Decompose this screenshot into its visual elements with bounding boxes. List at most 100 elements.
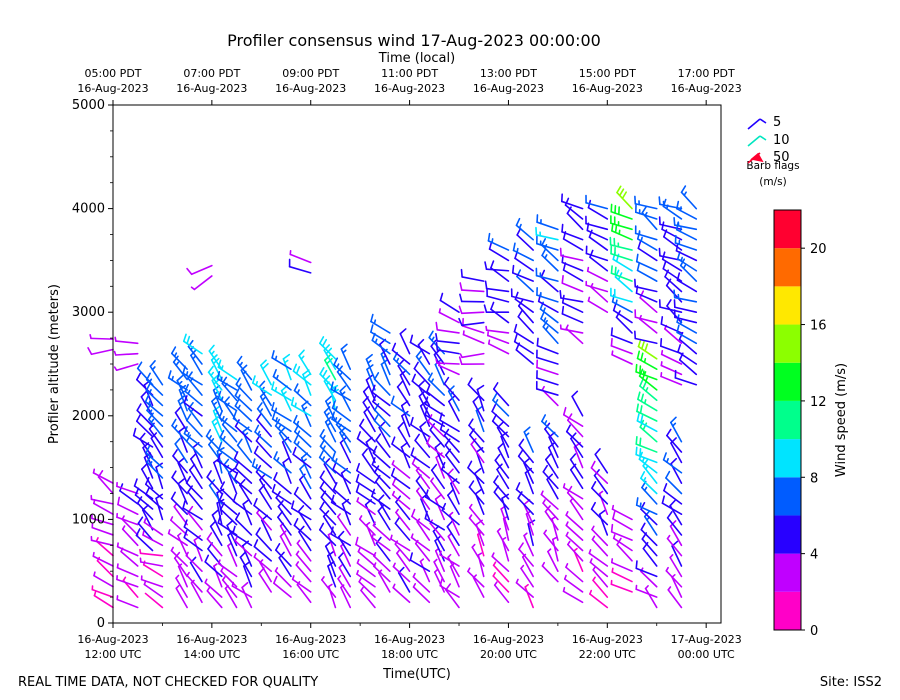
barb-full-tick [260, 359, 267, 367]
barb-shaft [273, 582, 292, 598]
barb-full-tick [117, 496, 121, 506]
barb-half-tick [356, 558, 360, 564]
barb-shaft [234, 467, 253, 484]
barb-shaft [362, 390, 376, 412]
barb-shaft [226, 524, 238, 547]
barb-shaft [142, 564, 164, 578]
wind-barb [372, 521, 391, 541]
barb-shaft [436, 328, 460, 334]
barb-shaft [256, 512, 272, 531]
barb-shaft [291, 578, 312, 593]
top-tick-time: 17:00 PDT [678, 67, 735, 80]
barb-full-tick [410, 416, 414, 426]
barb-full-tick [666, 428, 672, 437]
wind-barb [665, 566, 683, 588]
barb-shaft [213, 461, 223, 484]
top-tick-time: 07:00 PDT [183, 67, 240, 80]
barb-full-tick [411, 508, 416, 518]
wind-barb [542, 319, 559, 345]
barb-shaft [439, 419, 460, 433]
barb-shaft [485, 329, 510, 334]
barb-half-tick [185, 551, 189, 557]
barb-shaft [253, 556, 272, 573]
x-tick-time: 22:00 UTC [579, 648, 636, 661]
barb-shaft [188, 469, 203, 490]
barb-shaft [377, 510, 391, 531]
wind-barb [412, 582, 431, 604]
barb-shaft [515, 349, 534, 365]
barb-full-tick [621, 191, 628, 200]
wind-barb [640, 471, 658, 495]
barb-full-tick [258, 380, 266, 388]
wind-barb [89, 334, 114, 340]
barb-full-tick [430, 339, 437, 348]
legend-shaft [747, 118, 761, 130]
barb-full-tick [235, 512, 241, 521]
wind-barb [356, 558, 376, 578]
barb-shaft [467, 383, 485, 402]
wind-barb [589, 249, 609, 272]
wind-barb [667, 586, 683, 609]
wind-barb [616, 185, 633, 210]
wind-barb [355, 536, 376, 557]
barb-half-tick [485, 325, 488, 331]
barb-half-tick [328, 583, 333, 588]
wind-barb [271, 401, 292, 422]
barb-half-tick [392, 583, 396, 589]
barb-full-tick [670, 457, 678, 465]
barb-full-tick [365, 353, 373, 361]
barb-shaft [492, 388, 510, 407]
barb-half-tick [175, 584, 180, 590]
barb-half-tick [418, 356, 422, 361]
barb-full-tick [559, 289, 562, 299]
footer-quality-note: REAL TIME DATA, NOT CHECKED FOR QUALITY [18, 675, 318, 690]
barb-full-tick [512, 242, 516, 252]
barb-full-tick [322, 510, 330, 518]
barb-full-tick [177, 478, 185, 485]
barb-shaft [371, 536, 391, 552]
barb-half-tick [210, 371, 215, 377]
barb-half-tick [217, 559, 221, 565]
barb-shaft [497, 447, 510, 469]
barb-half-tick [234, 536, 238, 542]
barb-shaft [642, 547, 658, 567]
barb-half-tick [679, 227, 682, 233]
barb-shaft [416, 521, 431, 541]
barb-full-tick [434, 442, 442, 449]
barb-shaft [447, 494, 460, 516]
barb-shaft [491, 410, 510, 427]
barb-half-tick [213, 422, 218, 427]
wind-barb [140, 575, 164, 588]
barb-shaft [143, 583, 164, 598]
barb-shaft [258, 572, 272, 593]
barb-shaft [543, 532, 559, 552]
wind-barb [375, 433, 391, 459]
wind-barb [610, 287, 633, 303]
barb-shaft [372, 452, 391, 469]
barb-half-tick [222, 435, 226, 441]
barb-shaft [183, 401, 203, 417]
barb-full-tick [516, 227, 522, 236]
barb-full-tick [254, 424, 260, 433]
colorbar-tick-label: 20 [810, 242, 827, 257]
wind-barb [170, 516, 188, 536]
wind-barb [220, 567, 238, 588]
wind-barb [139, 548, 164, 557]
wind-barb [174, 437, 188, 464]
wind-barb [377, 494, 391, 521]
barb-shaft [378, 426, 391, 448]
wind-barb [559, 247, 584, 262]
barb-full-tick [511, 264, 515, 274]
barb-shaft [635, 567, 658, 578]
barb-shaft [116, 598, 139, 609]
barb-half-tick [598, 490, 604, 495]
barb-shaft [253, 545, 272, 562]
barb-full-tick [515, 217, 521, 227]
barb-full-tick [327, 550, 335, 557]
wind-barb [137, 516, 154, 541]
barb-shaft [396, 552, 411, 573]
wind-barb [551, 536, 559, 562]
barb-shaft [514, 257, 534, 272]
barb-shaft [231, 585, 253, 598]
barb-shaft [678, 359, 698, 376]
